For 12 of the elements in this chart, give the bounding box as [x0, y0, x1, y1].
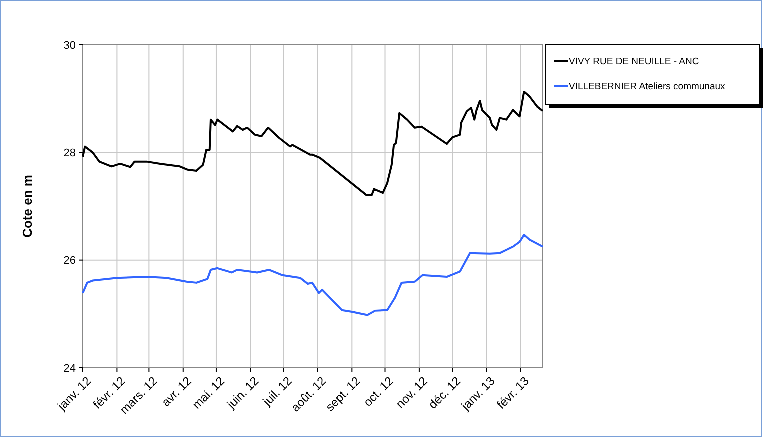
line-series [82, 90, 544, 196]
y-tick-label: 30 [64, 40, 76, 52]
y-tick-label: 28 [64, 148, 76, 160]
y-axis-title: Cote en m [20, 175, 35, 238]
legend-label: VILLEBERNIER Ateliers communaux [569, 81, 726, 92]
legend-label: VIVY RUE DE NEUILLE - ANC [569, 56, 700, 68]
y-tick-label: 24 [64, 362, 76, 375]
x-tick-label: févr. 13 [494, 374, 532, 412]
line-series [82, 234, 544, 316]
x-tick-label: avr. 12 [159, 374, 195, 410]
x-tick-label: juin. 12 [224, 374, 262, 412]
y-tick-label: 26 [64, 255, 76, 268]
